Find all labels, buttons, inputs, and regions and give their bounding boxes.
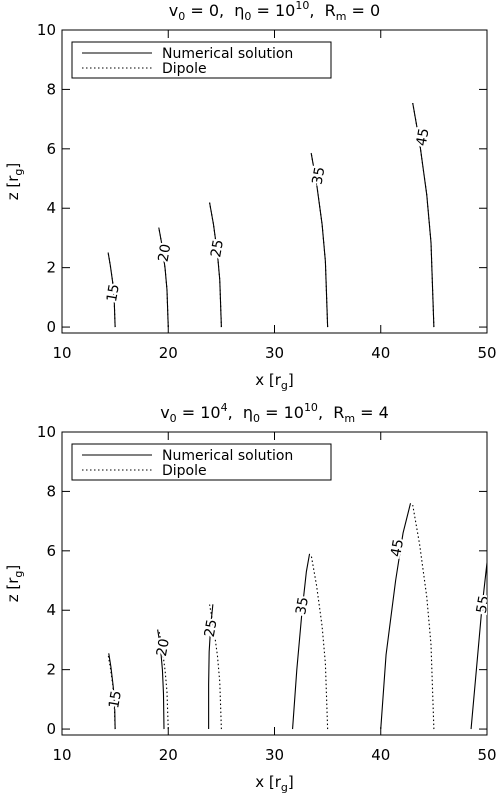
contour-label: 55 — [474, 594, 493, 614]
contour-label: 20 — [154, 637, 173, 657]
plot-area: 15 20 25 35 45 — [102, 102, 435, 328]
y-tick-label: 0 — [46, 318, 56, 336]
panel: v0 = 104, η0 = 1010, Rm = 410 20 30 40 50024… — [4, 401, 497, 794]
chart-title-part: v — [160, 403, 169, 422]
y-axis-label-part: g — [12, 169, 25, 176]
chart-title-part: , R — [318, 403, 344, 422]
y-axis-label-part: ] — [4, 565, 22, 571]
x-axis-label: x [rg] — [255, 773, 294, 794]
legend-box — [71, 41, 332, 79]
x-tick-label: 40 — [371, 746, 390, 764]
chart-title-part: 0 — [253, 412, 260, 425]
legend-label: Dipole — [162, 61, 207, 77]
chart-title-part: 10 — [295, 0, 309, 12]
x-axis-label: x [rg] — [255, 371, 294, 392]
field-line — [107, 504, 435, 730]
y-tick-label: 2 — [46, 661, 56, 679]
plot-area: 15 20 25 35 45 55 — [104, 503, 493, 730]
field-line — [108, 503, 487, 730]
chart-title-part: = 4 — [355, 403, 389, 422]
chart-title-part: = 10 — [260, 403, 304, 422]
chart-title-part: 0 — [178, 10, 185, 23]
x-axis-label-part: g — [281, 781, 288, 794]
y-axis-label: z [rg] — [4, 163, 25, 201]
x-tick-label: 50 — [477, 344, 496, 362]
chart-title-part: = 10 — [251, 1, 295, 20]
chart-title-part: 0 — [244, 10, 251, 23]
chart-title-part: , R — [309, 1, 335, 20]
chart-title-part: m — [344, 412, 355, 425]
chart-title-part: 4 — [221, 401, 228, 414]
x-tick-label: 30 — [265, 746, 284, 764]
y-tick-label: 2 — [46, 259, 56, 277]
field-line — [107, 102, 435, 328]
contour-label: 45 — [414, 127, 433, 147]
x-tick-label: 10 — [52, 746, 71, 764]
y-tick-label: 8 — [46, 80, 56, 98]
contour-label: 35 — [293, 596, 312, 616]
chart-title-part: = 0, η — [185, 1, 244, 20]
field-line — [107, 102, 435, 328]
contour-label: 25 — [208, 238, 227, 258]
y-tick-label: 4 — [46, 199, 56, 217]
x-tick-label: 10 — [52, 344, 71, 362]
x-axis-label-part: ] — [288, 371, 294, 389]
chart-title-part: m — [336, 10, 347, 23]
legend-label: Dipole — [162, 463, 207, 479]
x-axis-label-part: g — [281, 379, 288, 392]
y-tick-label: 0 — [46, 720, 56, 738]
contour-label: 35 — [310, 166, 329, 186]
x-tick-label: 50 — [477, 746, 496, 764]
chart-title: v0 = 0, η0 = 1010, Rm = 0 — [169, 0, 380, 23]
x-tick-label: 40 — [371, 344, 390, 362]
chart-title-part: , η — [228, 403, 253, 422]
y-axis-label-part: z [r — [4, 175, 22, 200]
legend-box — [71, 443, 332, 481]
contour-label: 25 — [202, 618, 221, 638]
y-tick-label: 10 — [37, 21, 56, 39]
y-axis-label-part: z [r — [4, 577, 22, 602]
chart-title-part: = 0 — [346, 1, 380, 20]
legend-label: Numerical solution — [162, 46, 293, 62]
contour-label: 45 — [388, 538, 407, 558]
panel: v0 = 0, η0 = 1010, Rm = 010 20 30 40 5002468… — [4, 0, 497, 392]
y-tick-label: 8 — [46, 482, 56, 500]
x-axis-label-part: x [r — [255, 371, 281, 389]
contour-label: 15 — [104, 283, 123, 303]
contour-label: 20 — [156, 243, 175, 263]
contour-label: 15 — [106, 689, 125, 709]
chart-title: v0 = 104, η0 = 1010, Rm = 4 — [160, 401, 389, 425]
y-tick-label: 4 — [46, 601, 56, 619]
legend-label: Numerical solution — [162, 448, 293, 464]
chart-title-part: 0 — [170, 412, 177, 425]
x-tick-label: 30 — [265, 344, 284, 362]
y-axis-label-part: g — [12, 571, 25, 578]
y-axis-label-part: ] — [4, 163, 22, 169]
chart-title-part: = 10 — [177, 403, 221, 422]
y-tick-label: 6 — [46, 542, 56, 560]
chart-title-part: v — [169, 1, 178, 20]
x-tick-label: 20 — [159, 746, 178, 764]
x-axis-label-part: x [r — [255, 773, 281, 791]
y-axis-label: z [rg] — [4, 565, 25, 603]
chart-title-part: 10 — [304, 401, 318, 414]
x-tick-label: 20 — [159, 344, 178, 362]
y-tick-label: 6 — [46, 140, 56, 158]
x-axis-label-part: ] — [288, 773, 294, 791]
y-tick-label: 10 — [37, 423, 56, 441]
